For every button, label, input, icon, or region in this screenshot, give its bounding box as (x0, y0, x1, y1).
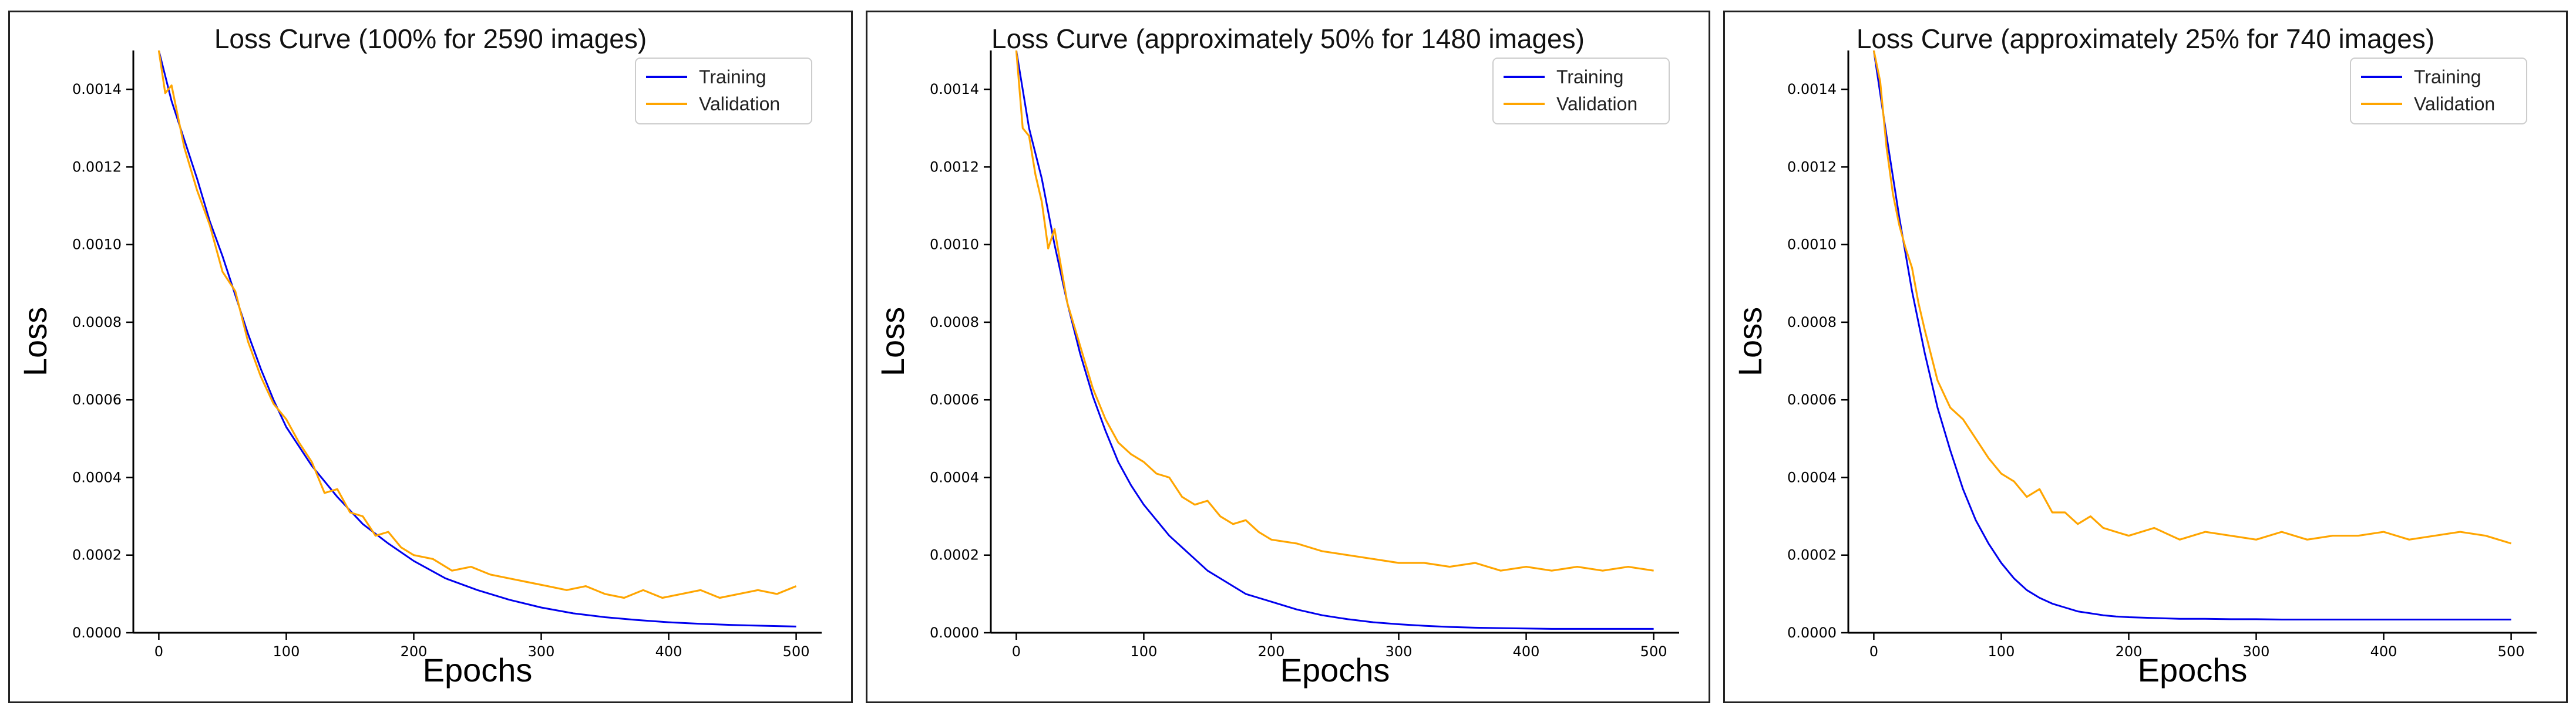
y-tick-label: 0.0004 (930, 469, 979, 485)
chart-panel-2: Loss Curve (approximately 50% for 1480 i… (866, 11, 1710, 703)
y-tick-label: 0.0002 (1787, 547, 1837, 563)
x-tick-label: 300 (1385, 643, 1413, 660)
legend-label: Training (699, 66, 766, 87)
y-tick-label: 0.0000 (1787, 625, 1837, 641)
legend-label: Training (2414, 66, 2481, 87)
y-tick-label: 0.0008 (1787, 314, 1837, 330)
y-tick-label: 0.0006 (1787, 392, 1837, 408)
y-tick-label: 0.0002 (72, 547, 122, 563)
y-tick-label: 0.0008 (930, 314, 979, 330)
series-line-validation (157, 50, 797, 599)
y-axis-label: Loss (1731, 307, 1768, 376)
legend: Training Validation (2350, 58, 2527, 124)
x-tick-label: 400 (655, 643, 682, 660)
y-tick-label: 0.0010 (72, 237, 122, 253)
y-tick-label: 0.0012 (930, 158, 979, 175)
y-tick-label: 0.0000 (930, 625, 979, 641)
y-tick-label: 0.0012 (1787, 158, 1837, 175)
x-tick-label: 200 (2116, 643, 2143, 660)
chart-title: Loss Curve (approximately 50% for 1480 i… (991, 23, 1585, 54)
y-tick-label: 0.0010 (930, 237, 979, 253)
y-tick-label: 0.0010 (1787, 237, 1837, 253)
x-tick-label: 400 (2370, 643, 2397, 660)
y-tick-label: 0.0012 (72, 158, 122, 175)
series-line-training (1015, 50, 1654, 630)
loss-chart-100: 0 100 200 300 400 500 0.0000 0.0002 0.0004 0.0006… (16, 50, 822, 689)
legend-label: Training (1556, 66, 1623, 87)
y-tick-label: 0.0002 (930, 547, 979, 563)
legend-box (635, 58, 812, 124)
x-axis-label: Epochs (423, 652, 533, 689)
x-tick-label: 500 (2498, 643, 2525, 660)
x-tick-label: 500 (1640, 643, 1667, 660)
y-tick-label: 0.0014 (1787, 81, 1837, 97)
x-tick-label: 100 (1988, 643, 2015, 660)
y-axis-label: Loss (874, 307, 911, 376)
legend-box (1492, 58, 1670, 124)
y-tick-label: 0.0000 (72, 625, 122, 641)
chart-title: Loss Curve (approximately 25% for 740 im… (1856, 23, 2435, 54)
x-tick-label: 0 (154, 643, 163, 660)
y-tick-label: 0.0014 (72, 81, 122, 97)
x-tick-label: 500 (783, 643, 810, 660)
series-line-validation (1872, 50, 2512, 545)
x-tick-label: 100 (1131, 643, 1158, 660)
legend-box (2350, 58, 2527, 124)
x-tick-label: 400 (1513, 643, 1540, 660)
x-tick-label: 0 (1012, 643, 1021, 660)
legend: Training Validation (1492, 58, 1670, 124)
y-tick-label: 0.0004 (1787, 469, 1837, 485)
x-tick-label: 300 (2243, 643, 2270, 660)
series-line-validation (1015, 50, 1654, 572)
y-tick-label: 0.0008 (72, 314, 122, 330)
loss-chart-25: 0 100 200 300 400 500 0.0000 0.0002 0.0004 0.0006… (1731, 50, 2537, 689)
x-tick-label: 0 (1869, 643, 1878, 660)
x-tick-label: 200 (1258, 643, 1285, 660)
legend-label: Validation (2414, 93, 2495, 114)
x-tick-label: 300 (528, 643, 555, 660)
chart-panel-3: Loss Curve (approximately 25% for 740 im… (1723, 11, 2568, 703)
series-line-training (157, 50, 796, 627)
loss-chart-50: 0 100 200 300 400 500 0.0000 0.0002 0.0004 0.0006… (874, 50, 1679, 689)
y-tick-label: 0.0006 (72, 392, 122, 408)
y-axis-label: Loss (16, 307, 53, 376)
y-tick-label: 0.0004 (72, 469, 122, 485)
x-axis-label: Epochs (2138, 652, 2248, 689)
x-axis-label: Epochs (1280, 652, 1390, 689)
y-tick-label: 0.0006 (930, 392, 979, 408)
legend-label: Validation (699, 93, 780, 114)
x-tick-label: 100 (273, 643, 300, 660)
y-tick-label: 0.0014 (930, 81, 979, 97)
chart-panel-1: Loss Curve (100% for 2590 images) 0 100 20… (8, 11, 853, 703)
chart-title: Loss Curve (100% for 2590 images) (214, 23, 647, 54)
legend: Training Validation (635, 58, 812, 124)
series-line-training (1872, 50, 2511, 620)
x-tick-label: 200 (401, 643, 428, 660)
legend-label: Validation (1556, 93, 1637, 114)
